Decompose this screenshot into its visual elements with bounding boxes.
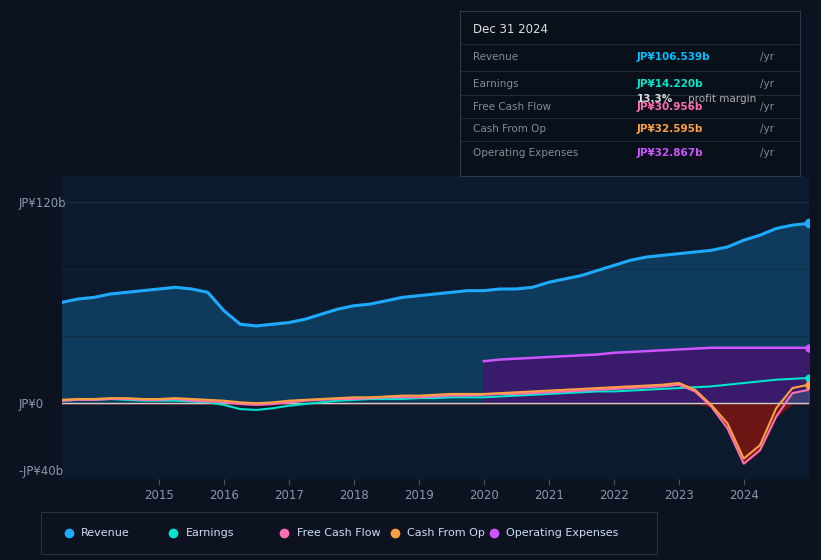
Text: Free Cash Flow: Free Cash Flow bbox=[296, 529, 380, 538]
Text: JP¥106.539b: JP¥106.539b bbox=[637, 53, 710, 63]
Text: /yr: /yr bbox=[759, 79, 773, 89]
Text: /yr: /yr bbox=[759, 53, 773, 63]
Text: Operating Expenses: Operating Expenses bbox=[506, 529, 618, 538]
Text: JP¥14.220b: JP¥14.220b bbox=[637, 79, 704, 89]
Text: Earnings: Earnings bbox=[474, 79, 519, 89]
Text: JP¥30.956b: JP¥30.956b bbox=[637, 102, 704, 112]
Text: /yr: /yr bbox=[759, 148, 773, 158]
Text: Cash From Op: Cash From Op bbox=[407, 529, 485, 538]
Text: Operating Expenses: Operating Expenses bbox=[474, 148, 579, 158]
Text: /yr: /yr bbox=[759, 102, 773, 112]
Text: Revenue: Revenue bbox=[474, 53, 519, 63]
Text: Revenue: Revenue bbox=[81, 529, 130, 538]
Text: 13.3%: 13.3% bbox=[637, 94, 673, 104]
Text: /yr: /yr bbox=[759, 124, 773, 134]
Text: JP¥32.595b: JP¥32.595b bbox=[637, 124, 704, 134]
Text: Cash From Op: Cash From Op bbox=[474, 124, 547, 134]
Text: Free Cash Flow: Free Cash Flow bbox=[474, 102, 552, 112]
Text: Dec 31 2024: Dec 31 2024 bbox=[474, 23, 548, 36]
Text: Earnings: Earnings bbox=[186, 529, 234, 538]
Text: profit margin: profit margin bbox=[688, 94, 756, 104]
Text: JP¥32.867b: JP¥32.867b bbox=[637, 148, 704, 158]
